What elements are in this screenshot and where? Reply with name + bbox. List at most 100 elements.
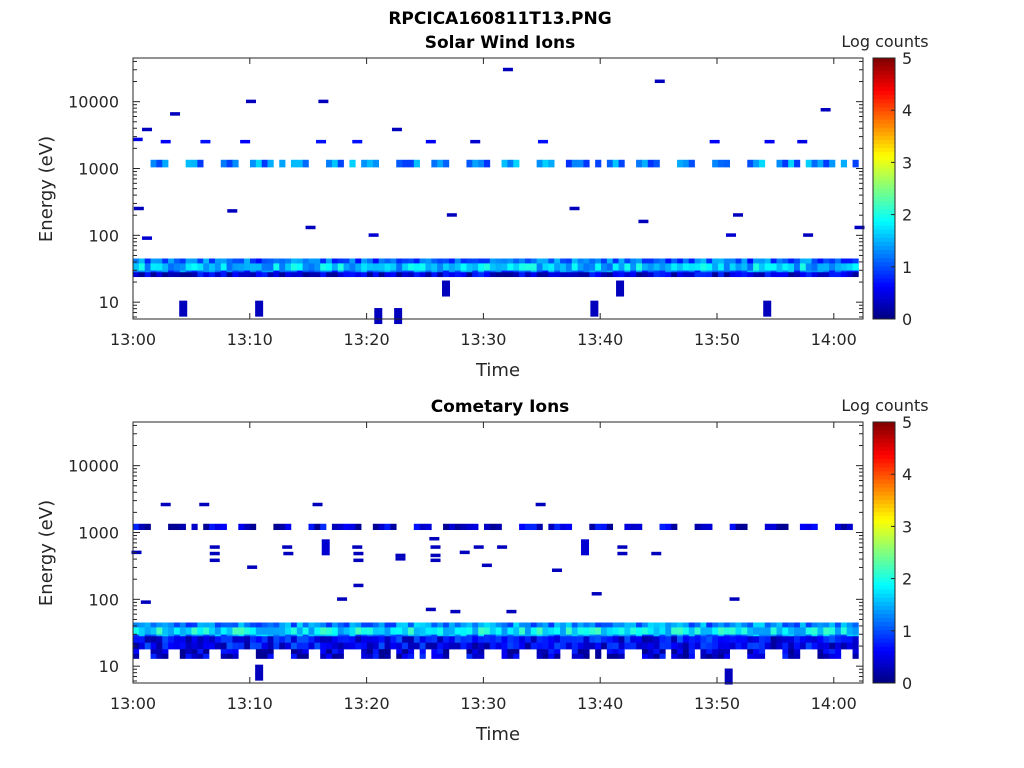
heatmap-cell (612, 627, 619, 635)
heatmap-cell (554, 268, 561, 274)
heatmap-cell (460, 272, 467, 278)
heatmap-cell (677, 627, 684, 635)
colorbar-tick-label: 3 (902, 517, 912, 536)
heatmap-cell (185, 642, 192, 650)
heatmap-cell (343, 268, 350, 274)
heatmap-cell (624, 636, 631, 643)
heatmap-cell (595, 268, 602, 274)
heatmap-cell (133, 272, 140, 278)
heatmap-cell (776, 268, 783, 274)
heatmap-point (430, 558, 441, 563)
heatmap-cell (396, 272, 403, 278)
heatmap-point (481, 563, 492, 568)
colorbar-swatch (873, 282, 895, 287)
heatmap-cell (203, 649, 210, 655)
heatmap-cell (688, 268, 695, 274)
heatmap-patch (321, 539, 330, 556)
heatmap-cell (659, 258, 666, 264)
heatmap-cell (659, 642, 666, 650)
heatmap-cell (840, 159, 847, 168)
heatmap-cell (606, 523, 613, 531)
colorbar-swatch (873, 278, 895, 283)
colorbar-tick-label: 3 (902, 153, 912, 172)
heatmap-patch (581, 539, 590, 556)
heatmap-cell (548, 642, 555, 650)
heatmap-cell (542, 622, 549, 628)
heatmap-cell (431, 272, 438, 278)
heatmap-cell (478, 632, 485, 638)
heatmap-cell (612, 653, 619, 659)
heatmap-cell (671, 649, 678, 655)
heatmap-cell (805, 268, 812, 274)
heatmap-cell (618, 649, 625, 655)
heatmap-cell (384, 632, 391, 638)
heatmap-cell (846, 263, 853, 271)
heatmap-cell (589, 627, 596, 635)
heatmap-cell (308, 272, 315, 278)
heatmap-cell (296, 263, 303, 271)
heatmap-cell (150, 268, 157, 274)
heatmap-cell (577, 632, 584, 638)
heatmap-cell (735, 636, 742, 643)
heatmap-cell (753, 263, 760, 271)
heatmap-cell (805, 159, 812, 168)
heatmap-cell (712, 159, 719, 168)
heatmap-cell (402, 632, 409, 638)
heatmap-cell (209, 268, 216, 274)
x-tick-label: 13:10 (227, 330, 273, 349)
heatmap-cell (372, 622, 379, 628)
colorbar-swatch (873, 515, 895, 521)
heatmap-cell (138, 258, 145, 264)
heatmap-cell (601, 258, 608, 264)
heatmap-cell (501, 272, 508, 278)
heatmap-cell (238, 622, 245, 628)
heatmap-cell (466, 653, 473, 659)
heatmap-cell (846, 523, 853, 531)
heatmap-cell (507, 159, 514, 168)
heatmap-cell (495, 622, 502, 628)
heatmap-cell (413, 159, 420, 168)
heatmap-cell (425, 272, 432, 278)
colorbar-swatch (873, 58, 895, 63)
heatmap-cell (782, 268, 789, 274)
heatmap-cell (484, 523, 491, 531)
heatmap-cell (443, 653, 450, 659)
heatmap-cell (601, 627, 608, 635)
heatmap-point (316, 139, 327, 144)
heatmap-cell (402, 263, 409, 271)
heatmap-cell (214, 258, 222, 264)
heatmap-point (446, 213, 457, 217)
heatmap-cell (718, 649, 725, 655)
colorbar-swatch (873, 483, 895, 488)
heatmap-cell (653, 642, 660, 650)
heatmap-cell (788, 649, 795, 655)
heatmap-cell (776, 159, 783, 168)
heatmap-cell (197, 627, 204, 635)
heatmap-cell (770, 636, 777, 643)
heatmap-cell (472, 523, 479, 531)
heatmap-cell (723, 272, 730, 278)
heatmap-cell (448, 632, 456, 638)
heatmap-cell (367, 258, 374, 264)
heatmap-cell (548, 263, 555, 271)
heatmap-cell (296, 627, 303, 635)
heatmap-cell (647, 272, 654, 278)
heatmap-cell (267, 632, 274, 638)
heatmap-cell (677, 263, 684, 271)
heatmap-cell (209, 258, 216, 264)
heatmap-cell (764, 632, 771, 638)
heatmap-cell (156, 263, 163, 271)
heatmap-cell (396, 649, 403, 655)
colorbar-swatch (873, 523, 895, 529)
heatmap-patch (374, 308, 383, 325)
heatmap-cell (138, 523, 145, 531)
colorbar-swatch (873, 98, 895, 104)
heatmap-cell (782, 653, 789, 659)
heatmap-cell (407, 642, 415, 650)
heatmap-cell (618, 627, 625, 635)
heatmap-cell (220, 649, 227, 655)
heatmap-cell (671, 632, 678, 638)
heatmap-cell (261, 258, 268, 264)
heatmap-cell (326, 653, 333, 659)
heatmap-cell (630, 263, 637, 271)
